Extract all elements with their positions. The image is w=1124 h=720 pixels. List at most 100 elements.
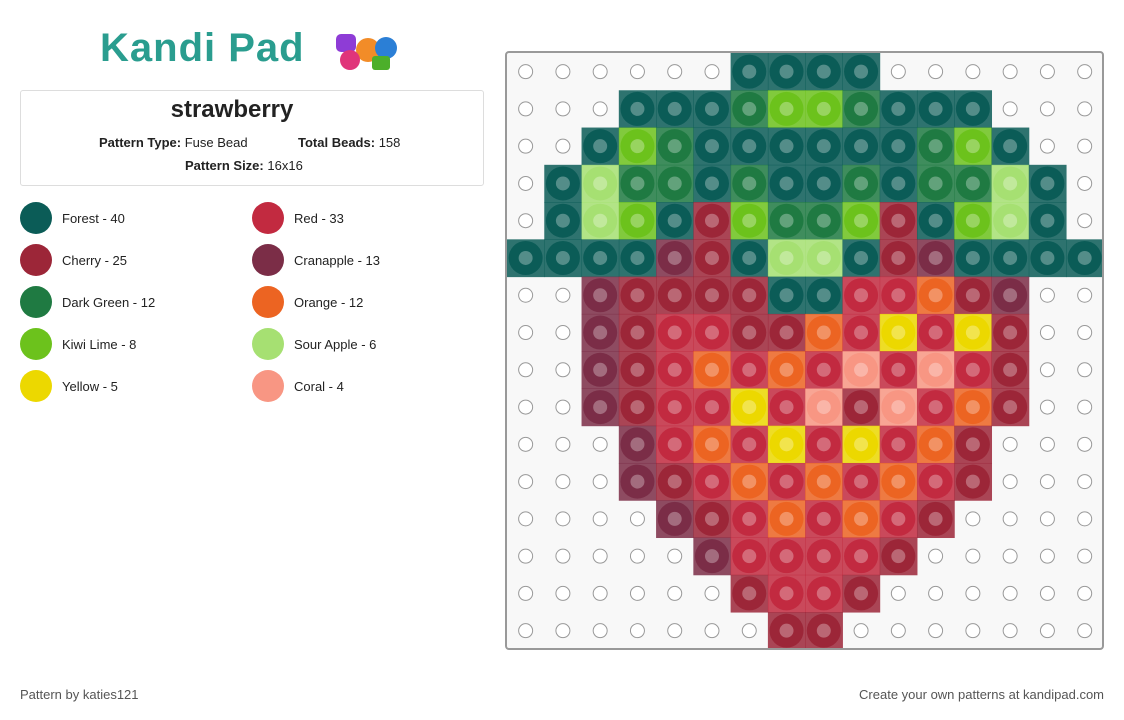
bead: [806, 315, 841, 350]
bead-hole: [779, 213, 794, 228]
empty-peg: [592, 64, 608, 80]
bead-hole: [742, 325, 757, 340]
bead: [918, 166, 953, 201]
promo-link[interactable]: Create your own patterns at kandipad.com: [859, 687, 1104, 702]
bead-hole: [667, 176, 682, 191]
empty-peg: [1039, 64, 1055, 80]
bead-hole: [779, 101, 794, 116]
empty-peg: [629, 623, 645, 639]
bead: [657, 129, 692, 164]
bead-hole: [928, 101, 943, 116]
bead-hole: [1077, 250, 1092, 265]
bead-hole: [779, 474, 794, 489]
bead-hole: [1003, 139, 1018, 154]
bead: [732, 203, 767, 238]
color-swatch: [252, 244, 284, 276]
empty-peg: [592, 101, 608, 117]
empty-peg: [965, 64, 981, 80]
bead-hole: [667, 139, 682, 154]
empty-peg: [555, 138, 571, 154]
bead-hole: [965, 400, 980, 415]
bead-hole: [854, 139, 869, 154]
empty-peg: [704, 585, 720, 601]
bead: [583, 129, 618, 164]
bead: [769, 278, 804, 313]
empty-peg: [518, 474, 534, 490]
bead-hole: [704, 176, 719, 191]
bead: [993, 352, 1028, 387]
bead: [955, 464, 990, 499]
empty-peg: [1002, 623, 1018, 639]
bead: [694, 539, 729, 574]
bead-hole: [965, 325, 980, 340]
bead: [583, 278, 618, 313]
bead-hole: [816, 213, 831, 228]
empty-peg: [555, 287, 571, 303]
bead-hole: [928, 511, 943, 526]
bead: [955, 166, 990, 201]
bead-hole: [518, 250, 533, 265]
empty-peg: [1077, 399, 1093, 415]
empty-peg: [667, 64, 683, 80]
bead-hole: [854, 549, 869, 564]
empty-peg: [592, 474, 608, 490]
bead-hole: [816, 362, 831, 377]
bead-hole: [816, 288, 831, 303]
bead: [918, 501, 953, 536]
bead: [694, 352, 729, 387]
legend-label: Cranapple - 13: [294, 253, 380, 268]
bead: [732, 576, 767, 611]
empty-peg: [1039, 287, 1055, 303]
bead: [918, 91, 953, 126]
empty-peg: [1039, 362, 1055, 378]
bead: [769, 91, 804, 126]
bead: [769, 315, 804, 350]
bead-hole: [1003, 362, 1018, 377]
bead-hole: [593, 250, 608, 265]
bead: [881, 390, 916, 425]
empty-peg: [1077, 287, 1093, 303]
bead-hole: [816, 511, 831, 526]
empty-peg: [965, 511, 981, 527]
empty-peg: [965, 548, 981, 564]
legend-label: Cherry - 25: [62, 253, 128, 268]
bead: [955, 315, 990, 350]
bead-hole: [742, 474, 757, 489]
bead-hole: [1040, 213, 1055, 228]
bead-hole: [854, 101, 869, 116]
logo[interactable]: Kandi Pad: [100, 26, 305, 70]
empty-peg: [555, 623, 571, 639]
bead-hole: [854, 176, 869, 191]
bead-hole: [816, 623, 831, 638]
bead: [955, 240, 990, 275]
bead: [1067, 240, 1102, 275]
pattern-title: strawberry: [170, 96, 294, 123]
bead: [881, 278, 916, 313]
bead: [657, 166, 692, 201]
bead-hole: [816, 586, 831, 601]
bead: [844, 390, 879, 425]
bead-hole: [891, 474, 906, 489]
bead-hole: [779, 437, 794, 452]
bead-hole: [891, 549, 906, 564]
bead-hole: [779, 623, 794, 638]
bead: [844, 315, 879, 350]
bead: [620, 129, 655, 164]
bead: [993, 240, 1028, 275]
bead: [657, 240, 692, 275]
empty-peg: [1077, 325, 1093, 341]
empty-peg: [555, 474, 571, 490]
empty-peg: [741, 623, 757, 639]
bead-hole: [630, 437, 645, 452]
bead-hole: [704, 437, 719, 452]
bead-hole: [891, 139, 906, 154]
empty-peg: [518, 287, 534, 303]
bead: [657, 91, 692, 126]
bead: [732, 54, 767, 89]
empty-peg: [1039, 101, 1055, 117]
bead-hole: [816, 176, 831, 191]
bead: [881, 129, 916, 164]
bead: [545, 166, 580, 201]
bead-hole: [667, 325, 682, 340]
